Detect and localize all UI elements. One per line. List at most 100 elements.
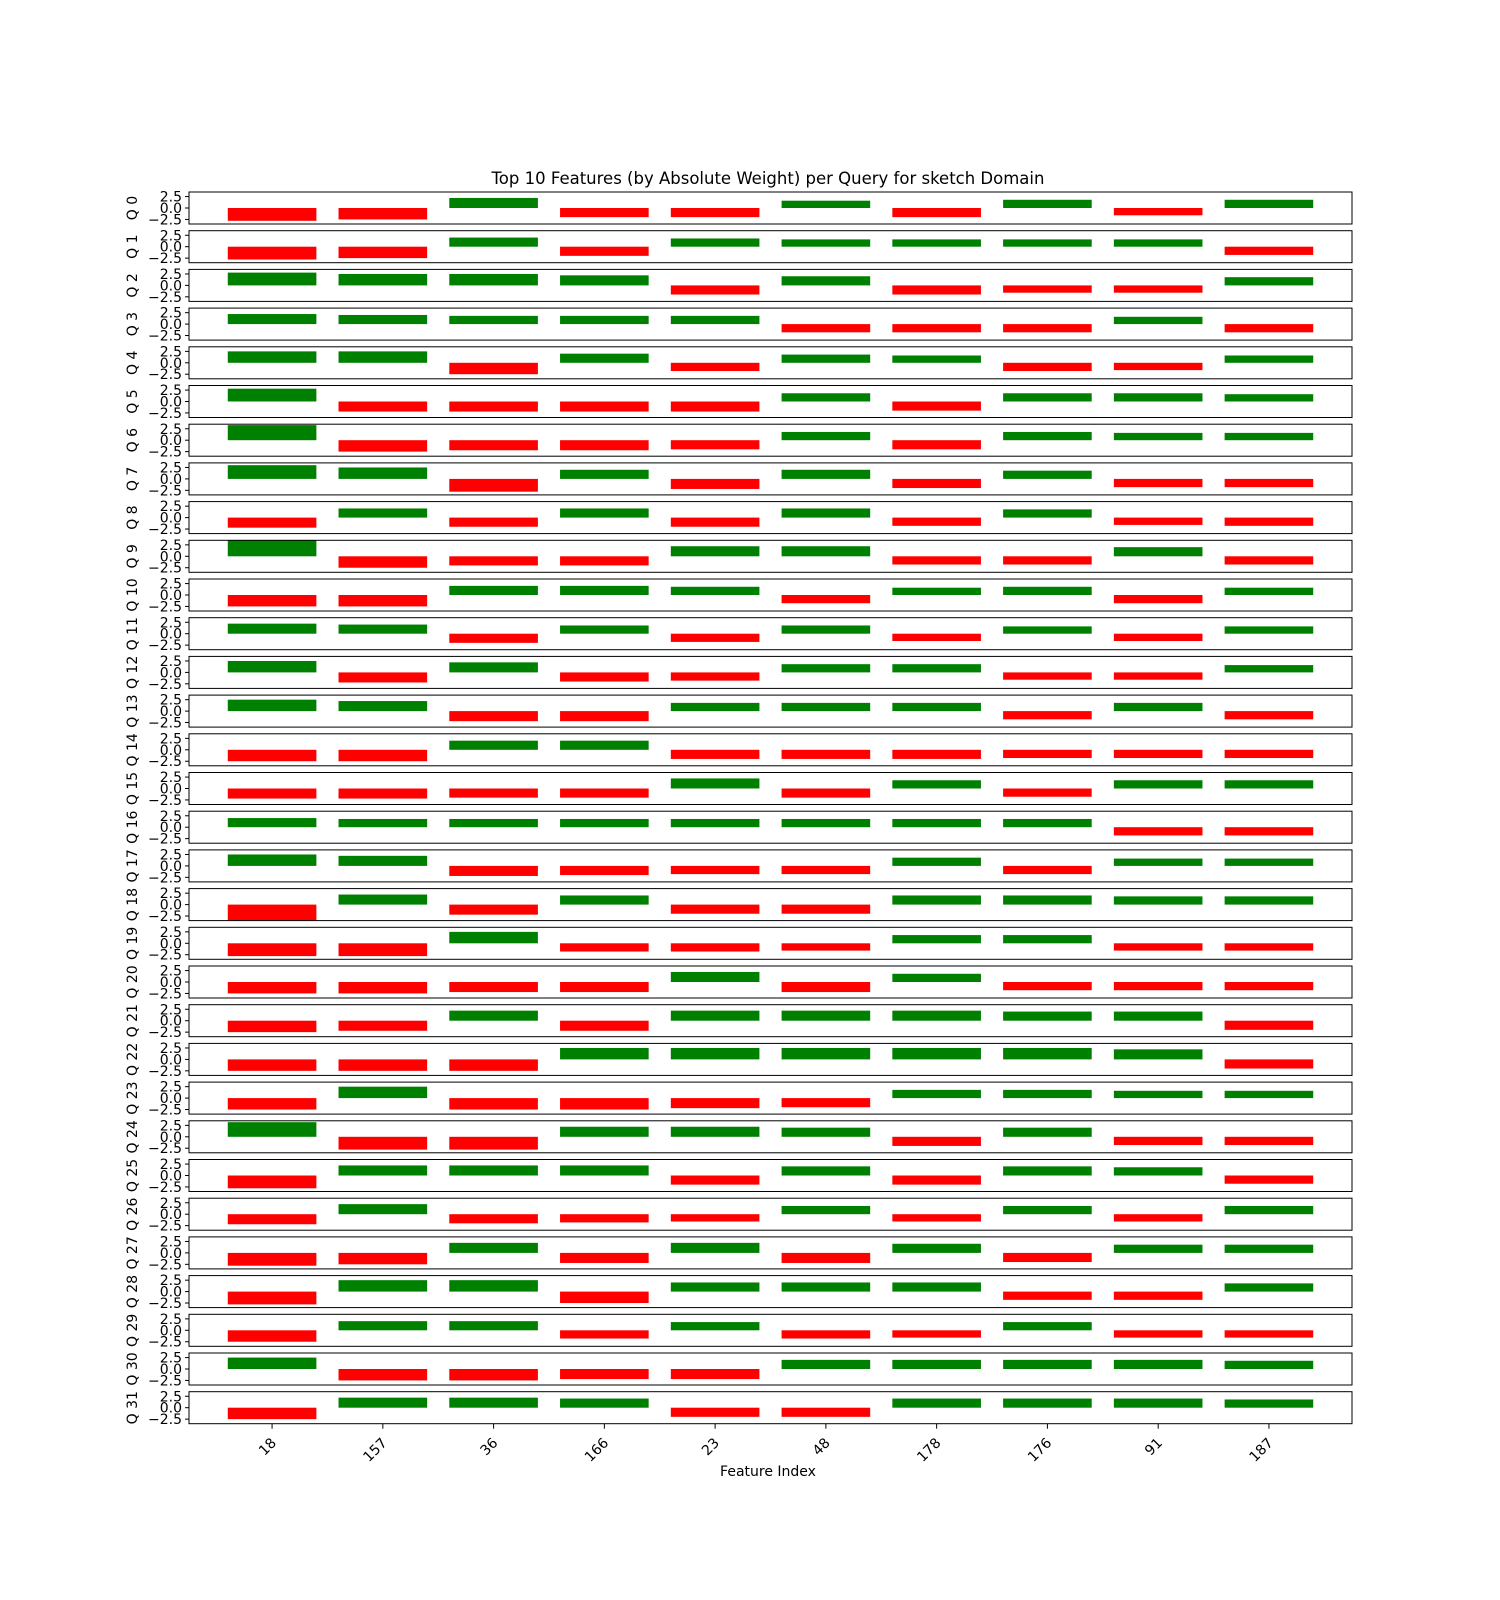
y-tick-label: 0.0 (160, 1362, 182, 1378)
bar (338, 1280, 428, 1292)
panel: 2.50.0−2.5 Q 26 (125, 1196, 1353, 1235)
bar (338, 1252, 428, 1265)
bar (781, 1330, 871, 1339)
x-tick-label: 36 (478, 1435, 502, 1459)
bar (781, 818, 871, 828)
bar (338, 982, 428, 994)
bar (560, 1369, 649, 1380)
bar (449, 1059, 538, 1071)
bar (1224, 556, 1314, 565)
y-tick-label: 0.0 (160, 201, 182, 217)
bar (1224, 1020, 1314, 1030)
bar (338, 556, 428, 568)
bar (670, 546, 760, 557)
x-tick-label: 48 (810, 1435, 834, 1459)
y-tick-label: −2.5 (148, 406, 182, 422)
bar (670, 702, 760, 712)
bar (227, 246, 317, 260)
bar (338, 351, 428, 363)
bar (1003, 982, 1092, 991)
bar (892, 324, 981, 333)
y-tick-label: 2.5 (160, 1389, 182, 1405)
row-label: Q 8 (125, 505, 141, 529)
bar (1003, 393, 1092, 402)
y-tick-label: −2.5 (148, 870, 182, 886)
bar (227, 904, 317, 921)
bar (781, 469, 871, 479)
y-tick-label: 2.5 (160, 1351, 182, 1367)
bar (670, 1175, 760, 1185)
bar (781, 595, 871, 604)
bar (227, 465, 317, 479)
row-label: Q 23 (125, 1081, 141, 1114)
bar (1113, 1011, 1203, 1021)
bar (560, 943, 649, 952)
y-tick-label: 0.0 (160, 278, 182, 294)
bar (560, 556, 649, 566)
panel: 2.50.0−2.5 Q 29 (125, 1312, 1353, 1351)
bar (781, 508, 871, 518)
bar (1113, 982, 1203, 991)
bar (892, 401, 981, 411)
bar (781, 354, 871, 363)
panel: 2.50.0−2.5 Q 2 (125, 267, 1353, 306)
bar (449, 401, 538, 412)
bar (1224, 277, 1314, 286)
row-label: Q 17 (125, 849, 141, 882)
bar (781, 276, 871, 286)
y-tick-label: 2.5 (160, 267, 182, 283)
bar (1113, 1398, 1203, 1408)
bar (670, 672, 760, 681)
bar (781, 702, 871, 712)
bar (1224, 780, 1314, 789)
bar (449, 197, 538, 208)
bar (781, 904, 871, 914)
bar (1113, 1049, 1203, 1060)
y-tick-label: 2.5 (160, 1312, 182, 1328)
y-tick-label: −2.5 (148, 638, 182, 654)
y-tick-label: −2.5 (148, 793, 182, 809)
bar (560, 1165, 649, 1176)
y-tick-label: 2.5 (160, 383, 182, 399)
bar (781, 200, 871, 208)
bar (449, 818, 538, 828)
bar (449, 1321, 538, 1331)
bar (781, 788, 871, 798)
bar (1113, 1167, 1203, 1176)
bar (1224, 1399, 1314, 1408)
bar (892, 1136, 981, 1146)
y-tick-label: −2.5 (148, 290, 182, 306)
bar (1113, 1359, 1203, 1369)
bar (670, 315, 760, 325)
y-tick-label: 2.5 (160, 228, 182, 244)
bar (892, 857, 981, 866)
bar (892, 749, 981, 759)
bar (1003, 1011, 1092, 1021)
bar (560, 246, 649, 256)
bar (449, 982, 538, 993)
bar (560, 1252, 649, 1263)
panel: 2.50.0−2.5 Q 24 (125, 1118, 1353, 1157)
bar (670, 517, 760, 527)
bar (449, 362, 538, 375)
x-tick-label: 187 (1247, 1435, 1277, 1465)
bar (1003, 895, 1092, 905)
y-tick-label: 0.0 (160, 743, 182, 759)
y-tick-label: 0.0 (160, 1323, 182, 1339)
bar (449, 711, 538, 722)
y-tick-label: 2.5 (160, 1157, 182, 1173)
row-label: Q 2 (125, 273, 141, 297)
bar (1003, 1166, 1092, 1176)
y-tick-label: 2.5 (160, 925, 182, 941)
y-tick-label: 2.5 (160, 499, 182, 515)
bar (1003, 818, 1092, 828)
bar (338, 1321, 428, 1331)
y-tick-label: 2.5 (160, 654, 182, 670)
y-tick-label: 0.0 (160, 588, 182, 604)
x-tick-label: 176 (1025, 1435, 1055, 1465)
panel: 2.50.0−2.5 Q 6 (125, 422, 1353, 461)
bar (560, 1291, 649, 1304)
y-tick-label: −2.5 (148, 1064, 182, 1080)
bar (892, 208, 981, 218)
